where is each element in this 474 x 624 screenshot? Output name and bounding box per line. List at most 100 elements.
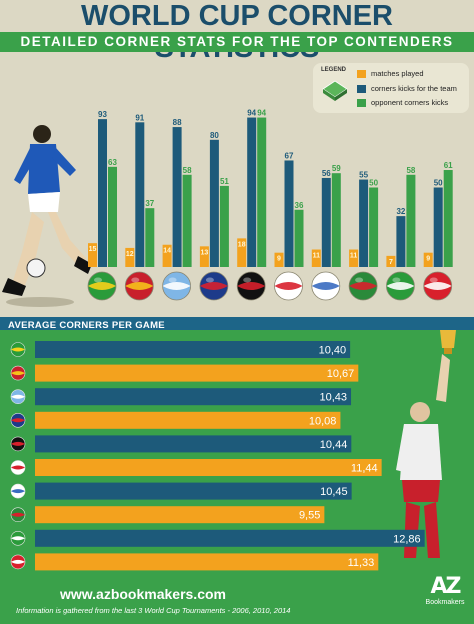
avg-bar <box>35 388 352 406</box>
avg-row-nigeria: 12,86 <box>10 529 425 547</box>
bar-value-label: 32 <box>396 207 405 216</box>
bar-team-corners <box>172 127 182 267</box>
avg-bar <box>35 435 352 453</box>
bar-value-label: 50 <box>434 179 443 188</box>
bar-value-label: 51 <box>220 177 229 186</box>
bar-group-france: 13 80 51 <box>199 131 229 267</box>
bar-team-corners <box>98 119 107 267</box>
bar-matches <box>311 249 321 267</box>
bar-team-corners <box>359 179 369 267</box>
switzerland-flag-icon <box>423 271 453 301</box>
england-flag-icon <box>10 460 26 475</box>
bar-matches <box>274 252 284 267</box>
bar-value-label: 55 <box>359 171 368 180</box>
brazil-flag-icon <box>10 342 26 357</box>
bar-opponent-corners <box>145 208 155 267</box>
bar-value-label: 58 <box>183 166 192 175</box>
nigeria-flag-icon <box>10 531 26 546</box>
bar-matches <box>349 249 359 267</box>
avg-bar <box>35 364 359 382</box>
avg-value-label: 10,45 <box>320 486 348 498</box>
bar-opponent-corners <box>369 187 379 267</box>
legend-label: matches played <box>371 69 424 78</box>
germany-flag-icon <box>10 436 26 452</box>
bar-value-label: 18 <box>238 241 246 248</box>
avg-row-argentina: 10,43 <box>10 388 352 406</box>
bar-value-label: 13 <box>201 249 209 256</box>
avg-value-label: 12,86 <box>393 533 421 545</box>
portugal-flag-icon <box>10 507 26 522</box>
bar-opponent-corners <box>108 166 117 267</box>
source-note: Information is gathered from the last 3 … <box>16 606 291 615</box>
avg-bar <box>35 529 425 547</box>
bar-opponent-corners <box>257 117 267 267</box>
bar-value-label: 56 <box>322 169 331 178</box>
bar-value-label: 94 <box>247 109 256 118</box>
avg-bar <box>35 506 325 524</box>
player-illustration <box>2 125 92 307</box>
bar-opponent-corners <box>294 209 304 267</box>
legend-title: LEGEND <box>321 67 347 73</box>
bar-value-label: 14 <box>163 248 171 255</box>
spain-flag-icon <box>124 271 154 301</box>
nigeria-flag-icon <box>385 271 415 301</box>
avg-bar <box>35 411 341 429</box>
bar-team-corners <box>321 177 331 267</box>
bar-value-label: 11 <box>313 253 321 260</box>
argentina-flag-icon <box>10 389 26 404</box>
avg-bar <box>35 482 352 500</box>
bar-matches <box>88 243 97 267</box>
bar-group-brazil: 15 93 63 <box>88 110 117 267</box>
avg-value-label: 10,44 <box>320 439 348 451</box>
bar-value-label: 88 <box>173 118 182 127</box>
legend-swatch <box>357 99 366 107</box>
legend-label: opponent corners kicks <box>371 98 449 107</box>
legend-label: corners kicks for the team <box>371 84 457 93</box>
bar-value-label: 12 <box>126 251 134 258</box>
legend-swatch <box>357 85 366 93</box>
avg-row-switzerland: 11,33 <box>10 553 379 571</box>
bar-value-label: 15 <box>89 246 97 253</box>
avg-row-brazil: 10,40 <box>10 341 351 358</box>
bar-value-label: 9 <box>426 256 430 263</box>
bar-matches <box>237 238 247 267</box>
bar-value-label: 7 <box>389 259 393 266</box>
page-subtitle: DETAILED CORNER STATS FOR THE TOP CONTEN… <box>0 32 474 52</box>
bar-value-label: 36 <box>295 201 304 210</box>
bar-opponent-corners <box>406 174 416 267</box>
bar-matches <box>386 255 396 267</box>
avg-value-label: 9,55 <box>299 510 320 522</box>
legend: LEGEND matches played corners kicks for … <box>313 63 469 113</box>
bar-group-germany: 18 94 94 <box>237 109 267 267</box>
avg-value-label: 10,40 <box>319 345 347 357</box>
bar-value-label: 61 <box>444 161 453 170</box>
bar-opponent-corners <box>182 174 192 267</box>
avg-bar <box>35 459 382 476</box>
bar-team-corners <box>433 187 443 267</box>
flag-row <box>87 271 453 301</box>
website-link[interactable]: www.azbookmakers.com <box>60 586 226 602</box>
logo-mark: AZ <box>430 574 462 599</box>
argentina-flag-icon <box>162 271 192 301</box>
bar-opponent-corners <box>443 170 453 267</box>
bar-value-label: 58 <box>406 166 415 175</box>
avg-value-label: 10,08 <box>309 415 337 427</box>
bar-matches <box>423 252 433 267</box>
avg-bar <box>35 553 379 571</box>
section-title: AVERAGE CORNERS PER GAME <box>8 320 165 331</box>
avg-bar <box>35 341 351 358</box>
page-title: WORLD CUP CORNER STATISTICS <box>80 0 394 64</box>
avg-row-spain: 10,67 <box>10 364 359 382</box>
uruguay-flag-icon <box>10 483 26 499</box>
avg-value-label: 10,43 <box>319 392 347 404</box>
spain-flag-icon <box>10 365 26 381</box>
bar-value-label: 63 <box>108 158 117 167</box>
bar-value-label: 80 <box>210 131 219 140</box>
